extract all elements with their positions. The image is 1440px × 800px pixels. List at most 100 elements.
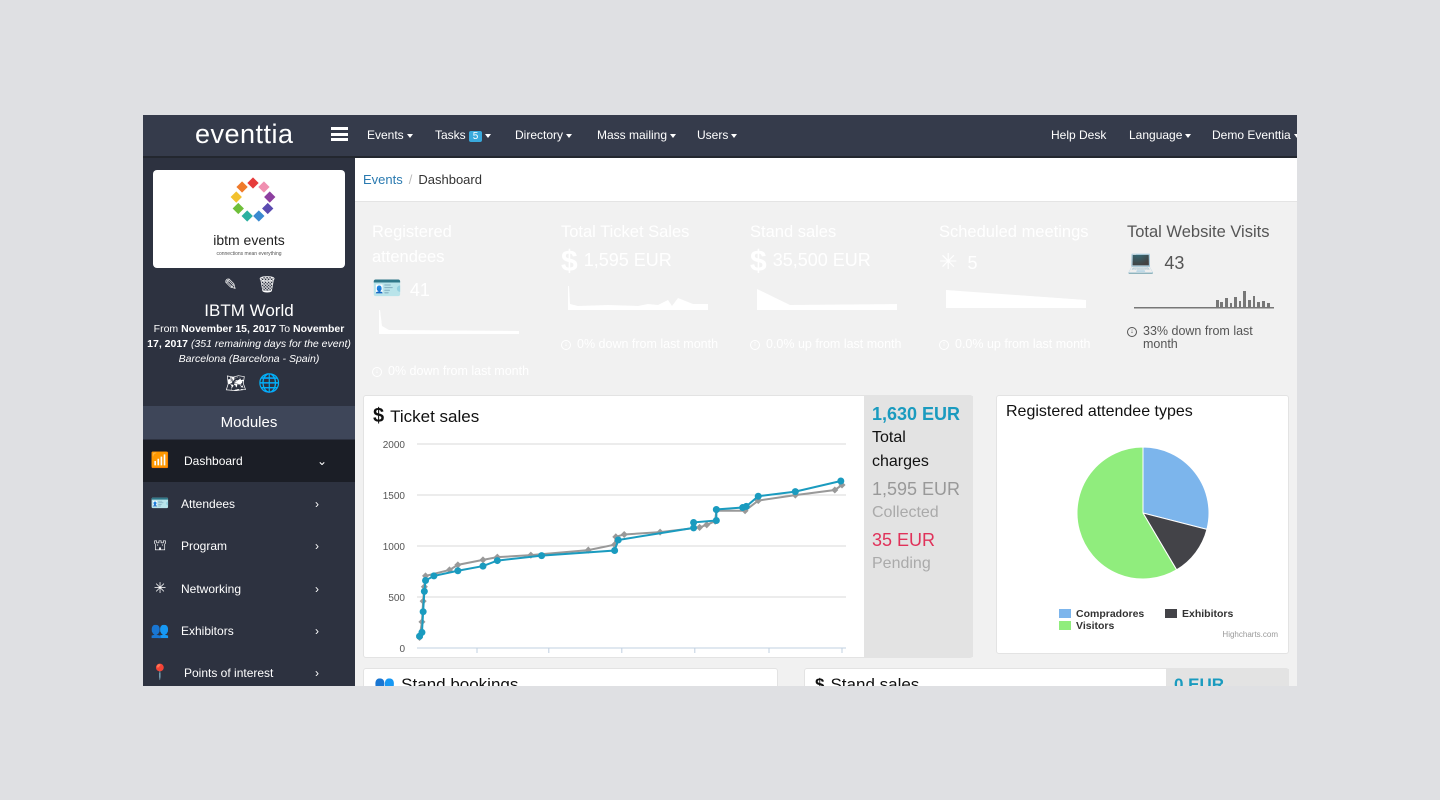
nav-tasks[interactable]: Tasks 5 xyxy=(435,128,492,142)
data-point xyxy=(690,518,698,526)
logo-petal xyxy=(253,210,265,222)
card-value: 1,595 EUR xyxy=(583,250,672,271)
stand-sales-title: Stand sales xyxy=(830,675,920,686)
stand-bookings-title: Stand bookings xyxy=(401,675,519,686)
nav-directory[interactable]: Directory xyxy=(515,128,573,142)
card-trend-text: 0.0% up from last month xyxy=(955,337,1091,351)
data-point xyxy=(420,587,428,595)
y-tick-label: 1000 xyxy=(383,542,406,553)
logo-petal xyxy=(258,181,270,193)
logo-petal xyxy=(241,210,253,222)
sidebar-item-dashboard[interactable]: 📶 Dashboard ⌄ xyxy=(143,440,355,482)
nav-language[interactable]: Language xyxy=(1129,128,1192,142)
legend-label: Visitors xyxy=(1076,620,1115,632)
card-scheduled-meetings[interactable]: Scheduled meetings ✳ 5 ↑ 0.0% up from last… xyxy=(930,210,1102,359)
legend-swatch xyxy=(1165,609,1177,618)
stand-sales-value: 0 EUR xyxy=(1166,669,1289,686)
legend-visitors[interactable]: Visitors xyxy=(1059,620,1114,632)
card-trend: ↑ 0.0% up from last month xyxy=(939,338,1099,351)
highcharts-credit[interactable]: Highcharts.com xyxy=(1222,630,1278,639)
people-icon: 👥 xyxy=(374,675,396,686)
y-tick-label: 0 xyxy=(399,644,405,655)
y-tick-label: 2000 xyxy=(383,440,406,451)
chevron-right-icon: › xyxy=(315,497,319,511)
sidebar-item-exhibitors[interactable]: 👥 Exhibitors › xyxy=(143,610,355,652)
people-icon: 👥 xyxy=(150,622,170,639)
breadcrumb-separator: / xyxy=(408,172,413,187)
event-name: IBTM World xyxy=(204,301,294,320)
logo-petal xyxy=(262,202,274,215)
logo-petal xyxy=(247,177,259,189)
arrow-up-circle-icon: ↑ xyxy=(939,340,949,350)
card-total-website-visits[interactable]: Total Website Visits 💻 43 ↓ 33% down from … xyxy=(1118,210,1290,359)
sidebar-item-label: Attendees xyxy=(181,497,236,511)
legend-label: Exhibitors xyxy=(1182,608,1234,620)
data-point xyxy=(454,561,462,569)
card-registered-attendees[interactable]: Registered attendees 🪪 41 ↓ 0% down from l… xyxy=(363,210,535,386)
data-point xyxy=(454,567,462,575)
legend-compradores[interactable]: Compradores xyxy=(1059,608,1144,620)
sidebar-item-networking[interactable]: ✳ Networking › xyxy=(143,568,355,610)
data-point xyxy=(754,492,762,500)
networking-icon: ✳ xyxy=(939,249,958,274)
map-icon[interactable]: 🗺 xyxy=(225,374,247,393)
nav-tasks-label: Tasks xyxy=(435,128,466,142)
chevron-right-icon: › xyxy=(315,666,319,680)
data-point xyxy=(712,505,720,513)
chevron-right-icon: › xyxy=(315,539,319,553)
legend-exhibitors[interactable]: Exhibitors xyxy=(1165,608,1233,620)
y-tick-label: 500 xyxy=(388,593,405,604)
edit-pencil-icon[interactable]: ✎ xyxy=(224,277,238,294)
sidebar-item-label: Program xyxy=(181,539,228,553)
ticket-sales-line-chart[interactable]: 0500100015002000Jan '16Mar '16May '16Jul… xyxy=(364,426,864,656)
sidebar-item-label: Networking xyxy=(181,582,242,596)
remaining-days: (351 remaining days for the event) xyxy=(190,338,351,350)
sidebar-item-label: Exhibitors xyxy=(181,624,234,638)
caret-down-icon xyxy=(566,133,573,138)
data-point xyxy=(742,502,750,510)
nav-users[interactable]: Users xyxy=(697,128,738,142)
start-date: November 15, 2017 xyxy=(181,323,277,335)
chevron-down-icon: ⌄ xyxy=(317,454,328,468)
data-point xyxy=(837,477,845,485)
total-charges-value: 1,630 EUR xyxy=(872,404,961,424)
sidebar-item-attendees[interactable]: 🪪 Attendees › xyxy=(143,483,355,525)
trash-icon[interactable]: 🗑 xyxy=(257,277,278,294)
card-total-ticket-sales[interactable]: Total Ticket Sales $1,595 EUR ↓ 0% down f… xyxy=(552,210,724,359)
nav-mass-mailing[interactable]: Mass mailing xyxy=(597,128,677,142)
breadcrumb-events-link[interactable]: Events xyxy=(363,172,403,187)
app-window: eventtia Events Tasks 5 Directory Mass ma… xyxy=(143,115,1297,686)
hamburger-menu-icon[interactable] xyxy=(331,127,348,141)
data-point xyxy=(690,524,698,532)
pie-slice-visitors xyxy=(1076,446,1178,580)
event-location: Barcelona (Barcelona - Spain) xyxy=(178,353,320,365)
event-logo-text: ibtm events xyxy=(213,232,285,248)
sidebar-item-program[interactable]: ⛫ Program › xyxy=(143,525,355,567)
sparkline xyxy=(757,289,897,310)
data-point xyxy=(614,536,622,544)
sparkline xyxy=(568,286,708,310)
card-trend-text: 0.0% up from last month xyxy=(766,337,902,351)
data-point xyxy=(611,546,619,554)
card-stand-sales[interactable]: Stand sales $35,500 EUR ↑ 0.0% up from la… xyxy=(741,210,913,359)
card-value: 41 xyxy=(409,280,430,300)
attendee-types-title: Registered attendee types xyxy=(1006,403,1193,420)
attendee-types-pie-chart[interactable] xyxy=(997,441,1290,601)
dollar-icon: $ xyxy=(815,675,825,686)
nav-events[interactable]: Events xyxy=(367,128,413,142)
globe-icon[interactable]: 🌐 xyxy=(258,373,281,393)
chevron-right-icon: › xyxy=(315,582,319,596)
nav-user-menu[interactable]: Demo Eventtia xyxy=(1212,128,1297,142)
nav-help-desk[interactable]: Help Desk xyxy=(1051,128,1107,142)
data-point xyxy=(479,556,487,564)
collected-value: 1,595 EUR xyxy=(872,479,961,499)
data-point xyxy=(430,572,438,580)
caret-down-icon xyxy=(731,133,738,138)
eventtia-logo[interactable]: eventtia xyxy=(195,119,294,149)
pending-value: 35 EUR xyxy=(872,530,936,550)
from-label: From xyxy=(153,323,179,335)
card-title: Stand sales xyxy=(750,223,837,241)
attendee-badge-icon: 🪪 xyxy=(372,275,402,302)
logo-petal xyxy=(236,181,248,193)
sidebar-item-points-of-interest[interactable]: 📍 Points of interest › xyxy=(143,652,355,686)
